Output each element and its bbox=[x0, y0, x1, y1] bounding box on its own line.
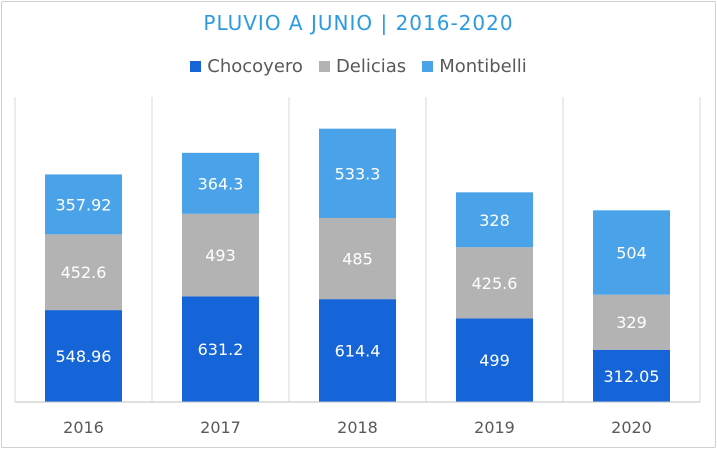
x-tick-label-2020: 2020 bbox=[611, 418, 652, 437]
legend-item-delicias: Delicias bbox=[318, 56, 407, 77]
data-label-delicias-2018: 485 bbox=[342, 250, 373, 269]
bar-chocoyero-2017 bbox=[182, 296, 259, 402]
x-tick-label-2018: 2018 bbox=[337, 418, 378, 437]
data-label-montibelli-2019: 328 bbox=[479, 211, 510, 230]
bar-montibelli-2018 bbox=[319, 128, 396, 218]
legend-label-montibelli: Montibelli bbox=[439, 56, 527, 77]
bar-montibelli-2017 bbox=[182, 152, 259, 214]
bar-montibelli-2019 bbox=[456, 192, 533, 248]
bar-montibelli-2020 bbox=[593, 210, 670, 295]
data-label-chocoyero-2016: 548.96 bbox=[56, 347, 112, 366]
bar-delicias-2016 bbox=[45, 234, 122, 311]
data-label-delicias-2020: 329 bbox=[616, 313, 647, 332]
x-tick-label-2017: 2017 bbox=[200, 418, 241, 437]
bar-chocoyero-2020 bbox=[593, 349, 670, 402]
legend-item-montibelli: Montibelli bbox=[422, 56, 527, 77]
bar-delicias-2020 bbox=[593, 294, 670, 350]
bar-chocoyero-2019 bbox=[456, 318, 533, 402]
legend-label-delicias: Delicias bbox=[335, 56, 407, 77]
legend: Chocoyero Delicias Montibelli bbox=[0, 56, 717, 77]
data-label-delicias-2017: 493 bbox=[205, 246, 236, 265]
data-label-delicias-2016: 452.6 bbox=[61, 263, 107, 282]
legend-label-chocoyero: Chocoyero bbox=[207, 56, 303, 77]
x-tick-label-2016: 2016 bbox=[63, 418, 104, 437]
bar-delicias-2017 bbox=[182, 213, 259, 297]
bar-montibelli-2016 bbox=[45, 174, 122, 235]
data-label-chocoyero-2018: 614.4 bbox=[335, 342, 381, 361]
legend-swatch-delicias bbox=[318, 61, 330, 72]
data-label-chocoyero-2020: 312.05 bbox=[604, 367, 660, 386]
data-label-delicias-2019: 425.6 bbox=[472, 274, 518, 293]
bar-delicias-2019 bbox=[456, 247, 533, 319]
bar-chocoyero-2018 bbox=[319, 299, 396, 402]
data-label-chocoyero-2019: 499 bbox=[479, 351, 510, 370]
x-tick-label-2019: 2019 bbox=[474, 418, 515, 437]
data-label-chocoyero-2017: 631.2 bbox=[198, 340, 244, 359]
legend-item-chocoyero: Chocoyero bbox=[190, 56, 303, 77]
data-label-montibelli-2016: 357.92 bbox=[56, 195, 112, 214]
data-label-montibelli-2020: 504 bbox=[616, 244, 647, 263]
legend-swatch-chocoyero bbox=[190, 61, 202, 72]
bar-chocoyero-2016 bbox=[45, 310, 122, 402]
legend-swatch-montibelli bbox=[422, 61, 434, 72]
data-label-montibelli-2017: 364.3 bbox=[198, 174, 244, 193]
bar-delicias-2018 bbox=[319, 217, 396, 300]
chart-title: PLUVIO A JUNIO | 2016-2020 bbox=[203, 11, 514, 35]
data-label-montibelli-2018: 533.3 bbox=[335, 164, 381, 183]
